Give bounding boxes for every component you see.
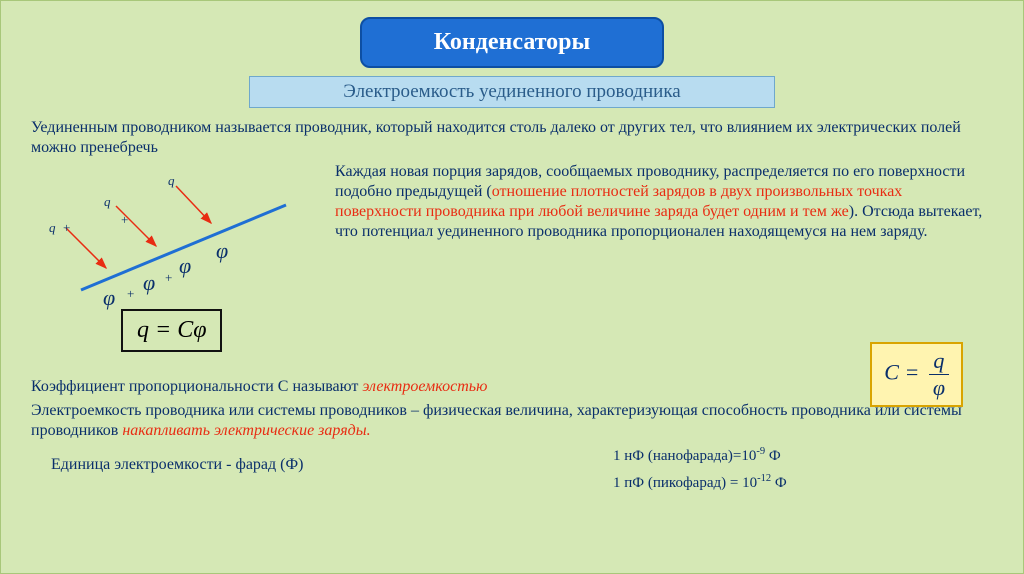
dphi1: φ — [103, 285, 115, 310]
dphi2: φ — [143, 270, 155, 295]
u1c: Ф — [765, 448, 781, 464]
u1b: -9 — [756, 446, 765, 457]
subtitle-text: Электроемкость уединенного проводника — [343, 81, 680, 102]
dplus2: + — [121, 212, 128, 227]
title-box: Конденсаторы — [360, 17, 664, 68]
formula-q-equals-c-phi: q = Cφ — [121, 309, 222, 352]
unit-pico: 1 пФ (пикофарад) = 10-12 Ф — [613, 472, 993, 493]
unit-farad: Единица электроемкости - фарад (Ф) — [31, 445, 613, 493]
dplus4: + — [165, 270, 172, 285]
coefficient-paragraph: Коэффициент пропорциональности С называю… — [31, 377, 993, 397]
dphi4: φ — [216, 238, 228, 263]
p3b: электроемкостью — [362, 378, 487, 395]
subtitle-box: Электроемкость уединенного проводника — [249, 76, 775, 108]
definition-paragraph: Уединенным проводником называется провод… — [31, 118, 993, 158]
f2-num: q — [929, 350, 949, 375]
title-text: Конденсаторы — [434, 29, 591, 55]
slide: Конденсаторы Электроемкость уединенного … — [0, 0, 1024, 574]
u2a: 1 пФ (пикофарад) = 10 — [613, 475, 757, 491]
unit-nano: 1 нФ (нанофарада)=10-9 Ф — [613, 445, 993, 466]
dq3: q — [168, 173, 175, 188]
u1a: 1 нФ (нанофарада)=10 — [613, 448, 756, 464]
formula1-text: q = Cφ — [137, 317, 206, 343]
f2-den: φ — [929, 375, 949, 399]
dq1: q — [49, 220, 56, 235]
capacity-definition-paragraph: Электроемкость проводника или системы пр… — [31, 401, 993, 441]
units-row: Единица электроемкости - фарад (Ф) 1 нФ … — [31, 445, 993, 493]
u2b: -12 — [757, 473, 771, 484]
p3a: Коэффициент пропорциональности С называю… — [31, 378, 362, 395]
dplus3: + — [127, 286, 134, 301]
conductor-diagram: q + q + q φ + φ + φ φ — [31, 170, 311, 310]
diagram-column: q + q + q φ + φ + φ φ q = Cφ — [31, 162, 331, 352]
dphi3: φ — [179, 253, 191, 278]
fraction: qφ — [929, 350, 949, 399]
unit-prefixes: 1 нФ (нанофарада)=10-9 Ф 1 пФ (пикофарад… — [613, 445, 993, 493]
dq2: q — [104, 194, 111, 209]
diagram-and-explanation-row: q + q + q φ + φ + φ φ q = Cφ Каждая нова… — [31, 162, 993, 352]
f2-left: C = — [884, 360, 925, 385]
p5: Единица электроемкости - фарад (Ф) — [51, 456, 303, 473]
dplus1: + — [63, 220, 70, 235]
formula-c-equals-q-over-phi: C = qφ — [870, 342, 963, 407]
explanation-column: Каждая новая порция зарядов, сообщаемых … — [331, 162, 993, 242]
u2c: Ф — [771, 475, 787, 491]
p1: Уединенным проводником называется провод… — [31, 119, 961, 156]
p4b: накапливать электрические заряды. — [122, 422, 370, 439]
